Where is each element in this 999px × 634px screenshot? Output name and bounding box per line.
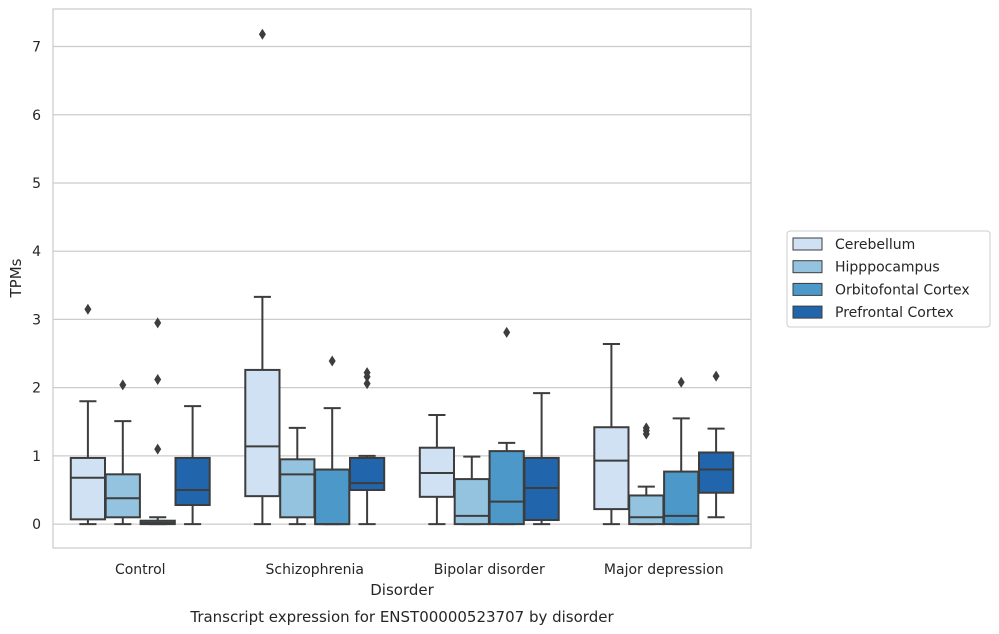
outlier-marker <box>677 376 685 388</box>
x-tick-labels: Control Schizophrenia Bipolar disorder Majo… <box>115 562 724 578</box>
gridlines <box>53 45 751 525</box>
box-3-2 <box>523 392 560 526</box>
x-tick-label: Major depression <box>604 562 724 578</box>
legend: Cerebellum Hipppocampus Orbitofontal Corte… <box>786 230 991 328</box>
outlier-marker <box>363 378 371 390</box>
box-2-1 <box>314 355 351 526</box>
y-tick-label: 2 <box>32 381 41 397</box>
outlier-marker <box>712 370 720 382</box>
legend-swatch <box>792 305 823 319</box>
box-body <box>488 450 525 526</box>
y-tick-labels: 0 1 2 3 4 5 6 7 <box>32 40 41 534</box>
outlier-marker <box>154 443 162 455</box>
box-2-0 <box>139 317 176 526</box>
outlier-marker <box>154 317 162 329</box>
box-body <box>697 451 735 494</box>
y-tick-label: 0 <box>32 517 41 533</box>
x-axis-title: Disorder <box>370 581 434 599</box>
outlier-marker <box>642 422 650 434</box>
y-tick-label: 3 <box>32 312 41 328</box>
box-3-1 <box>348 367 386 526</box>
box-body <box>348 456 386 492</box>
box-body <box>244 368 281 498</box>
box-body <box>279 458 316 519</box>
outlier-marker <box>119 379 127 391</box>
box-3-3 <box>697 370 735 519</box>
box-0-2 <box>418 413 456 526</box>
y-tick-label: 4 <box>32 244 41 260</box>
outlier-marker <box>84 303 92 315</box>
box-body <box>523 456 560 522</box>
x-tick-label: Control <box>115 562 166 578</box>
boxes <box>69 28 735 526</box>
box-0-3 <box>593 342 630 526</box>
box-3-0 <box>174 405 211 526</box>
legend-label: Orbitofontal Cortex <box>835 282 970 298</box>
box-0-1 <box>244 28 281 526</box>
y-tick-label: 6 <box>32 108 41 124</box>
legend-label: Prefrontal Cortex <box>835 305 954 321</box>
box-0-0 <box>69 303 107 526</box>
legend-swatch <box>792 260 823 274</box>
legend-label: Cerebellum <box>835 237 915 253</box>
box-body <box>628 494 665 526</box>
outlier-marker <box>328 355 336 367</box>
box-body <box>174 456 211 507</box>
box-2-3 <box>663 376 700 526</box>
outlier-marker <box>154 373 162 385</box>
outlier-marker <box>258 28 266 40</box>
legend-swatch <box>792 237 823 251</box>
x-tick-label: Bipolar disorder <box>434 562 545 578</box>
legend-label: Hipppocampus <box>835 260 940 276</box>
box-body <box>104 473 141 519</box>
box-body <box>69 456 107 521</box>
outlier-marker <box>363 367 371 379</box>
outlier-marker <box>503 326 511 338</box>
legend-swatch <box>792 282 823 296</box>
box-1-0 <box>104 379 141 526</box>
box-1-2 <box>453 455 490 526</box>
y-tick-label: 7 <box>32 40 41 56</box>
y-tick-label: 1 <box>32 449 41 465</box>
box-1-3 <box>628 422 665 526</box>
plot-area <box>52 8 752 549</box>
y-tick-label: 5 <box>32 176 41 192</box>
box-body <box>453 478 490 526</box>
box-2-2 <box>488 326 525 526</box>
y-axis-title: TPMs <box>7 258 25 298</box>
chart-title: Transcript expression for ENST0000052370… <box>189 608 614 626</box>
box-1-1 <box>279 426 316 526</box>
legend-frame <box>786 230 991 328</box>
box-body <box>593 426 630 511</box>
box-body <box>314 468 351 526</box>
x-tick-label: Schizophrenia <box>266 562 364 578</box>
